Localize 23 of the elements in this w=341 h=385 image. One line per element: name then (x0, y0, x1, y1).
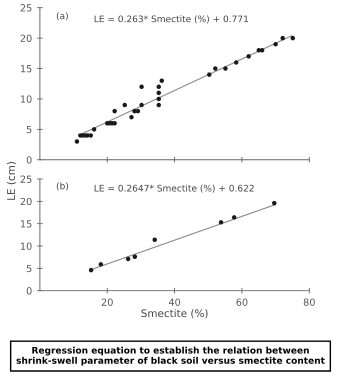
x-tick-label: 60 (236, 298, 248, 306)
x-tick-label: 40 (168, 298, 180, 306)
x-axis-title: Smectite (%) (141, 309, 208, 318)
annotation: LE = 0.263* Smectite (%) + 0.771 (94, 15, 248, 24)
x-tick-label: 80 (304, 298, 315, 306)
y-tick-label: 20 (20, 198, 32, 206)
y-tick-label: 20 (20, 34, 32, 42)
x-tick-label: 20 (102, 298, 113, 306)
y-axis-title: LE (cm) (6, 162, 16, 200)
y-tick-label: 25 (20, 176, 32, 183)
y-tick-label: 5 (26, 126, 32, 134)
y-tick-label: 25 (20, 4, 32, 12)
y-tick-label: 10 (20, 95, 32, 103)
annotation: (b) (56, 182, 68, 190)
annotation: LE = 0.2647* Smectite (%) + 0.622 (94, 184, 254, 193)
text: Regression equation to establish the relation between shrink-swell parameter of black soil versus smectite content (16, 346, 325, 366)
y-tick-label: 15 (20, 220, 32, 228)
y-tick-label: 10 (20, 242, 32, 250)
y-tick-label: 0 (26, 287, 32, 295)
y-tick-label: 0 (26, 156, 32, 164)
y-tick-label: 15 (20, 65, 32, 72)
annotation: (a) (56, 12, 68, 20)
y-tick-label: 5 (26, 264, 32, 272)
